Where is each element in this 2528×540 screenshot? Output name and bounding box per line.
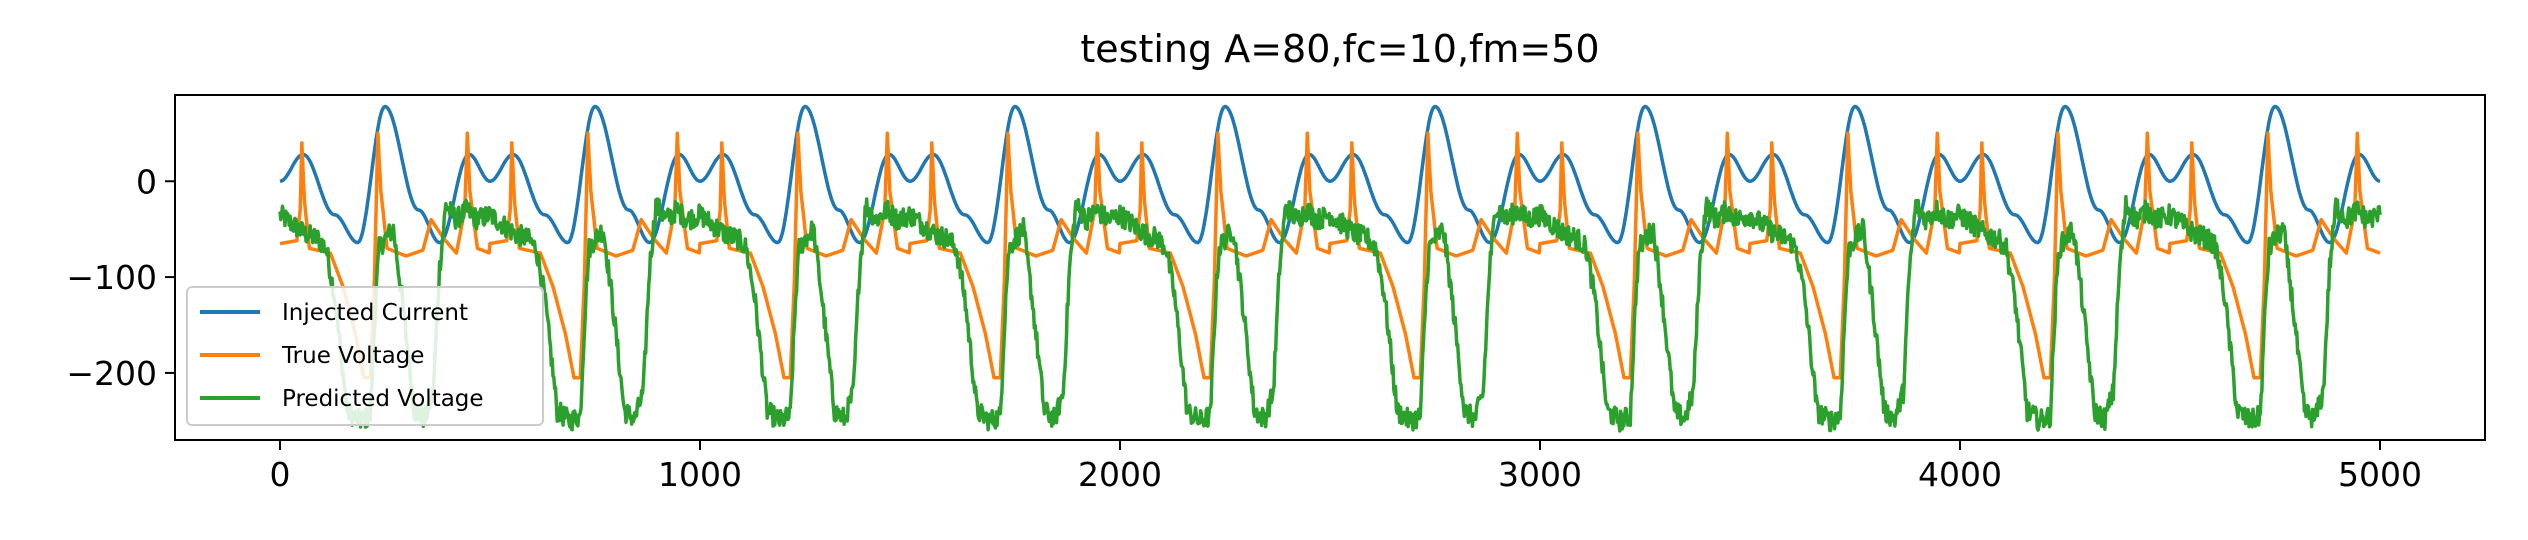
x-tick-label: 2000: [1078, 455, 1162, 494]
x-tick-label: 5000: [2338, 455, 2422, 494]
chart-title: testing A=80,fc=10,fm=50: [1080, 27, 1599, 71]
y-tick-label: −100: [66, 258, 157, 297]
x-tick-label: 4000: [1918, 455, 2002, 494]
legend: Injected Current True Voltage Predicted …: [186, 286, 544, 426]
y-axis-ticks: 0 −100 −200: [66, 162, 175, 393]
y-tick-label: −200: [66, 354, 157, 393]
series-line-true-voltage: [279, 131, 2381, 380]
x-tick-label: 0: [270, 455, 291, 494]
legend-label-predicted-voltage: Predicted Voltage: [282, 386, 484, 412]
plot-area: [174, 94, 2486, 441]
x-tick-label: 3000: [1498, 455, 1582, 494]
series-line-injected-current: [279, 104, 2381, 245]
series-line-predicted-voltage: [278, 194, 2382, 433]
legend-label-true-voltage: True Voltage: [281, 343, 424, 369]
x-axis-ticks: 0 1000 2000 3000 4000 5000: [270, 440, 2422, 494]
y-tick-label: 0: [136, 162, 157, 201]
legend-box: [186, 286, 544, 426]
axes-frame: [174, 94, 2486, 441]
legend-label-injected-current: Injected Current: [282, 300, 468, 326]
series-layer: [278, 104, 2382, 433]
x-tick-label: 1000: [658, 455, 742, 494]
